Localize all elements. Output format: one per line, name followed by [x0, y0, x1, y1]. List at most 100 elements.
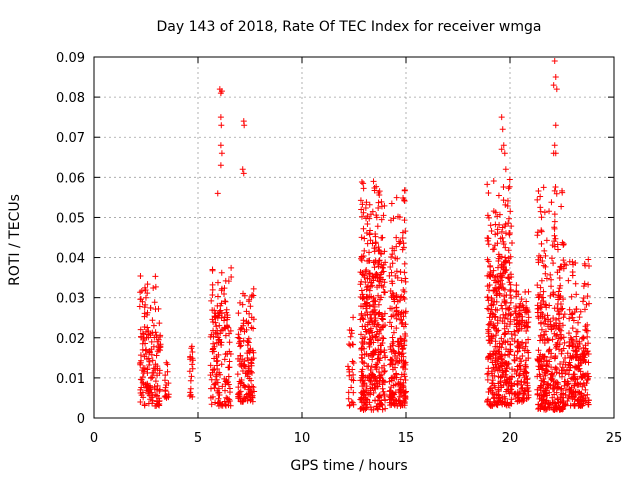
data-point	[165, 380, 172, 387]
data-point	[543, 405, 550, 412]
data-point	[218, 361, 225, 368]
data-point	[538, 228, 545, 235]
data-point	[584, 375, 591, 382]
data-point	[140, 331, 147, 338]
data-point	[140, 365, 147, 372]
data-point	[207, 385, 214, 392]
data-point	[187, 385, 194, 392]
data-point	[554, 383, 561, 390]
data-point	[346, 327, 353, 334]
data-point	[369, 282, 376, 289]
data-point	[152, 283, 159, 290]
data-point	[146, 382, 153, 389]
data-point	[585, 256, 592, 263]
data-point	[228, 273, 235, 280]
data-point	[516, 362, 523, 369]
data-point	[493, 332, 500, 339]
data-point	[560, 314, 567, 321]
data-point	[501, 331, 508, 338]
data-point	[364, 275, 371, 282]
data-point	[498, 384, 505, 391]
data-point	[537, 284, 544, 291]
data-point	[537, 204, 544, 211]
data-point	[375, 346, 382, 353]
data-point	[249, 292, 256, 299]
data-point	[350, 359, 357, 366]
data-point	[484, 294, 491, 301]
data-point	[516, 313, 523, 320]
data-point	[392, 396, 399, 403]
data-point	[504, 386, 511, 393]
data-point	[555, 288, 562, 295]
data-point	[573, 333, 580, 340]
data-point	[580, 380, 587, 387]
data-point	[551, 385, 558, 392]
data-point	[568, 336, 575, 343]
data-point	[359, 335, 366, 342]
y-tick-label: 0.01	[56, 372, 85, 387]
data-point	[360, 209, 367, 216]
data-point	[512, 310, 519, 317]
data-point	[358, 213, 365, 220]
data-point	[561, 261, 568, 268]
data-point	[523, 328, 530, 335]
data-point	[516, 303, 523, 310]
y-tick-label: 0	[77, 412, 85, 427]
data-point	[548, 371, 555, 378]
data-point	[248, 369, 255, 376]
data-point	[187, 377, 194, 384]
data-point	[357, 197, 364, 204]
data-point	[382, 405, 389, 412]
data-point	[569, 325, 576, 332]
data-point	[375, 246, 382, 253]
data-point	[246, 310, 253, 317]
data-point	[502, 221, 509, 228]
data-point	[498, 228, 505, 235]
data-point	[376, 257, 383, 264]
data-point	[519, 353, 526, 360]
data-point	[381, 391, 388, 398]
data-point	[149, 397, 156, 404]
data-point	[494, 317, 501, 324]
data-point	[557, 282, 564, 289]
data-point	[535, 259, 542, 266]
data-point	[559, 187, 566, 194]
data-point	[389, 334, 396, 341]
data-point	[546, 347, 553, 354]
data-point	[378, 203, 385, 210]
data-point	[148, 338, 155, 345]
data-point	[572, 376, 579, 383]
data-point	[213, 353, 220, 360]
data-point	[375, 205, 382, 212]
data-point	[381, 248, 388, 255]
data-point	[378, 282, 385, 289]
data-point	[561, 382, 568, 389]
data-point	[150, 322, 157, 329]
data-point	[552, 150, 559, 157]
data-point	[572, 260, 579, 267]
data-point	[397, 316, 404, 323]
data-point	[149, 357, 156, 364]
data-point	[137, 398, 144, 405]
data-point	[579, 298, 586, 305]
data-point	[214, 362, 221, 369]
data-point	[505, 275, 512, 282]
data-point	[577, 308, 584, 315]
data-point	[552, 341, 559, 348]
data-point	[212, 380, 219, 387]
data-point	[511, 391, 518, 398]
data-point	[496, 290, 503, 297]
data-point	[538, 326, 545, 333]
data-point	[518, 378, 525, 385]
data-point	[514, 327, 521, 334]
data-point	[585, 340, 592, 347]
data-point	[576, 314, 583, 321]
data-point	[143, 381, 150, 388]
data-point	[563, 262, 570, 269]
chart-title: Day 143 of 2018, Rate Of TEC Index for r…	[157, 19, 542, 35]
data-point	[500, 359, 507, 366]
data-point	[538, 319, 545, 326]
data-point	[565, 277, 572, 284]
data-point	[487, 222, 494, 229]
data-point	[507, 271, 514, 278]
